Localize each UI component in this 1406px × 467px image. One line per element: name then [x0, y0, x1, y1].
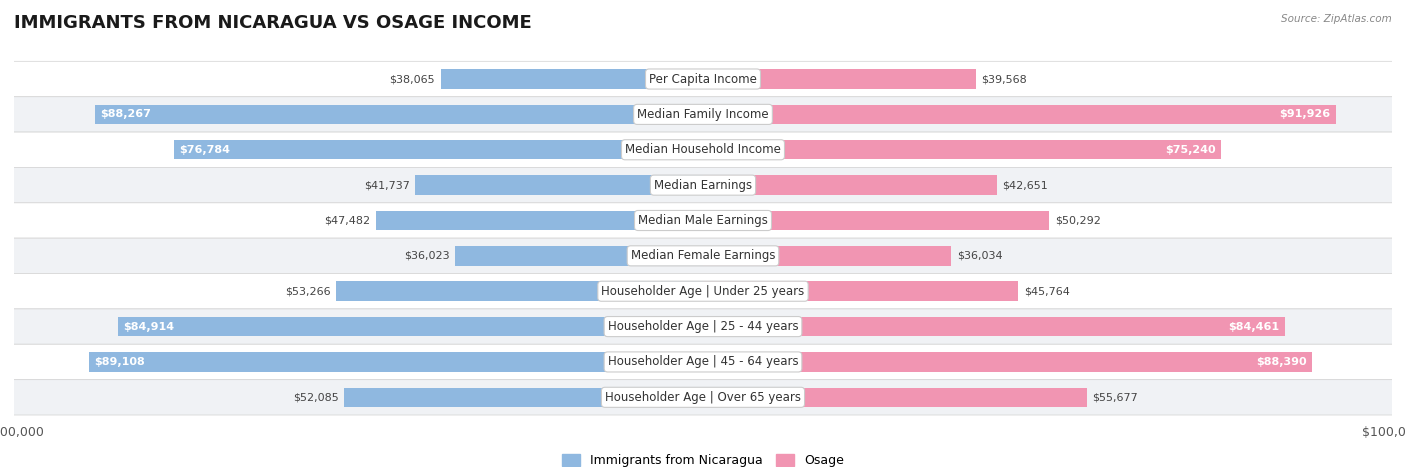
FancyBboxPatch shape [11, 168, 1395, 203]
Text: $91,926: $91,926 [1279, 109, 1331, 120]
Text: $75,240: $75,240 [1166, 145, 1216, 155]
Bar [703, 246, 952, 266]
Text: $50,292: $50,292 [1054, 215, 1101, 226]
Text: $88,267: $88,267 [100, 109, 152, 120]
Text: $42,651: $42,651 [1002, 180, 1047, 190]
Text: $55,677: $55,677 [1092, 392, 1137, 402]
Bar [703, 105, 1336, 124]
FancyBboxPatch shape [11, 274, 1395, 309]
Bar [336, 282, 703, 301]
Text: $76,784: $76,784 [180, 145, 231, 155]
Text: $52,085: $52,085 [292, 392, 339, 402]
Bar [94, 105, 703, 124]
Bar [703, 69, 976, 89]
Text: $88,390: $88,390 [1256, 357, 1306, 367]
Legend: Immigrants from Nicaragua, Osage: Immigrants from Nicaragua, Osage [557, 449, 849, 467]
Text: $89,108: $89,108 [94, 357, 145, 367]
Text: Median Male Earnings: Median Male Earnings [638, 214, 768, 227]
Text: $36,034: $36,034 [956, 251, 1002, 261]
Bar [703, 352, 1312, 372]
Text: Householder Age | Under 25 years: Householder Age | Under 25 years [602, 285, 804, 298]
FancyBboxPatch shape [11, 97, 1395, 132]
Text: Householder Age | 45 - 64 years: Householder Age | 45 - 64 years [607, 355, 799, 368]
Text: Householder Age | Over 65 years: Householder Age | Over 65 years [605, 391, 801, 404]
Bar [703, 211, 1049, 230]
Text: $53,266: $53,266 [285, 286, 330, 296]
Bar [89, 352, 703, 372]
FancyBboxPatch shape [11, 132, 1395, 168]
FancyBboxPatch shape [11, 61, 1395, 97]
Text: Source: ZipAtlas.com: Source: ZipAtlas.com [1281, 14, 1392, 24]
Text: Per Capita Income: Per Capita Income [650, 72, 756, 85]
Text: Median Family Income: Median Family Income [637, 108, 769, 121]
Bar [440, 69, 703, 89]
Text: $84,461: $84,461 [1229, 322, 1279, 332]
Text: $41,737: $41,737 [364, 180, 411, 190]
Bar [703, 317, 1285, 336]
Text: Median Female Earnings: Median Female Earnings [631, 249, 775, 262]
FancyBboxPatch shape [11, 344, 1395, 380]
FancyBboxPatch shape [11, 203, 1395, 238]
Text: $45,764: $45,764 [1024, 286, 1070, 296]
Text: Median Household Income: Median Household Income [626, 143, 780, 156]
FancyBboxPatch shape [11, 238, 1395, 274]
Bar [454, 246, 703, 266]
Bar [703, 388, 1087, 407]
Text: IMMIGRANTS FROM NICARAGUA VS OSAGE INCOME: IMMIGRANTS FROM NICARAGUA VS OSAGE INCOM… [14, 14, 531, 32]
Text: $36,023: $36,023 [404, 251, 450, 261]
Bar [174, 140, 703, 160]
Bar [703, 176, 997, 195]
Bar [703, 282, 1018, 301]
Bar [344, 388, 703, 407]
Bar [703, 140, 1222, 160]
Text: Householder Age | 25 - 44 years: Householder Age | 25 - 44 years [607, 320, 799, 333]
Bar [375, 211, 703, 230]
Text: $84,914: $84,914 [124, 322, 174, 332]
Text: Median Earnings: Median Earnings [654, 178, 752, 191]
Bar [415, 176, 703, 195]
Text: $47,482: $47,482 [325, 215, 370, 226]
Text: $39,568: $39,568 [981, 74, 1026, 84]
FancyBboxPatch shape [11, 380, 1395, 415]
Bar [118, 317, 703, 336]
FancyBboxPatch shape [11, 309, 1395, 344]
Text: $38,065: $38,065 [389, 74, 436, 84]
